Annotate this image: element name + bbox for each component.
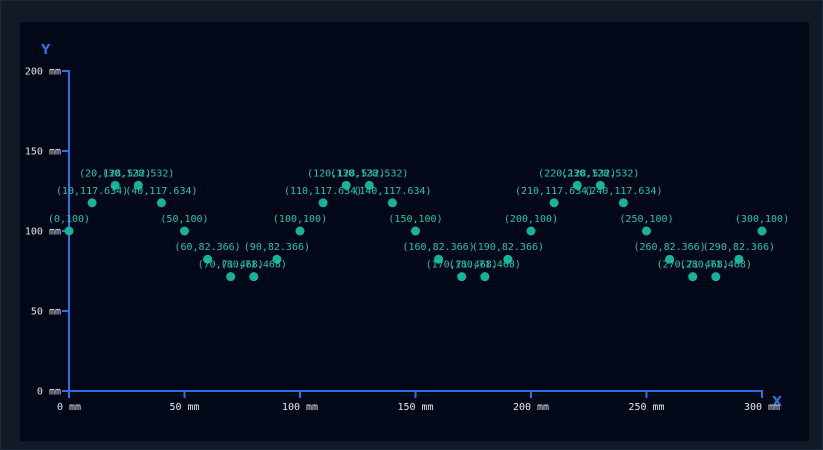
data-point-label: (100,100) (273, 214, 327, 225)
data-point-label: (200,100) (504, 214, 558, 225)
data-point (411, 226, 420, 236)
data-point (757, 226, 767, 236)
data-point-label: (110,117.634) (284, 186, 362, 197)
x-tick-label: 100 mm (282, 402, 318, 413)
data-point-label: (120,128.532) (307, 168, 385, 179)
x-tick-label: 150 mm (397, 402, 433, 413)
data-point-label: (210,117.634) (515, 186, 593, 197)
data-point (665, 254, 675, 264)
data-point (711, 272, 721, 282)
x-tick-label: 50 mm (169, 402, 199, 413)
data-point-label: (250,100) (619, 214, 673, 225)
data-point (457, 272, 467, 282)
data-point (87, 198, 97, 208)
data-point (364, 180, 374, 190)
data-point (318, 198, 328, 208)
data-point-label: (190,82.366) (472, 242, 544, 253)
x-tick-label: 0 mm (57, 402, 81, 413)
data-point-label: (130,128.532) (330, 168, 408, 179)
data-point (572, 180, 582, 190)
point-labels-group: (0,100) (10,117.634) (20,128.532)(30,128.5… (48, 168, 789, 270)
data-point-label: (270,71.468) (657, 260, 729, 271)
data-point (480, 272, 490, 282)
data-point-label: (50,100) (160, 214, 208, 225)
data-point (618, 198, 628, 208)
data-point (64, 226, 74, 236)
data-point-label: (80,71.468) (221, 260, 287, 271)
data-point (203, 254, 213, 264)
axes-group: Y X 0 mm 50 mm 100 mm 150 mm 200 mm 0 mm 50 mm 10… (25, 43, 782, 413)
y-tick-label: 0 mm (37, 387, 61, 398)
data-point (180, 226, 189, 236)
y-tick-label: 100 mm (25, 227, 61, 238)
data-point (272, 254, 282, 264)
data-point (295, 226, 305, 236)
data-point-label: (40,117.634) (125, 186, 197, 197)
y-tick-label: 50 mm (31, 307, 61, 318)
data-point-label: (160,82.366) (402, 242, 474, 253)
x-axis-title: X (772, 395, 782, 410)
data-point (434, 254, 444, 264)
x-tick-label: 200 mm (513, 402, 549, 413)
points-group (64, 180, 767, 282)
data-point-label: (90,82.366) (244, 242, 310, 253)
data-point (387, 198, 397, 208)
data-point (110, 180, 120, 190)
y-tick-label: 200 mm (25, 67, 61, 78)
x-tick-label: 250 mm (628, 402, 664, 413)
data-point-label: (260,82.366) (633, 242, 705, 253)
data-point-label: (230,128.532) (561, 168, 639, 179)
data-point (341, 180, 351, 190)
data-point (595, 180, 605, 190)
data-point-label: (20,128.532) (79, 168, 151, 179)
x-tick-label: 300 mm (744, 402, 780, 413)
data-point-label: (0,100) (48, 214, 90, 225)
data-point-label: (180,71.468) (449, 260, 521, 271)
data-point (526, 226, 536, 236)
data-point-label: (60,82.366) (174, 242, 240, 253)
data-point-label: (30,128.532) (102, 168, 174, 179)
data-point-label: (290,82.366) (703, 242, 775, 253)
data-point-label: (240,117.634) (584, 186, 662, 197)
data-point (642, 226, 651, 236)
y-axis-title: Y (40, 43, 51, 58)
data-point (688, 272, 698, 282)
data-point-label: (10,117.634) (56, 186, 128, 197)
data-point (249, 272, 259, 282)
data-point (226, 272, 236, 282)
data-point-label: (220,128.532) (538, 168, 616, 179)
data-point (503, 254, 513, 264)
data-point-label: (170,71.468) (426, 260, 498, 271)
data-point (156, 198, 166, 208)
data-point-label: (70,71.468) (198, 260, 264, 271)
data-point (734, 254, 744, 264)
data-point-label: (150,100) (388, 214, 442, 225)
data-point (133, 180, 143, 190)
data-point-label: (300,100) (735, 214, 789, 225)
data-point-label: (140,117.634) (353, 186, 431, 197)
y-tick-label: 150 mm (25, 147, 61, 158)
data-point (549, 198, 559, 208)
data-point-label: (280,71.468) (680, 260, 752, 271)
